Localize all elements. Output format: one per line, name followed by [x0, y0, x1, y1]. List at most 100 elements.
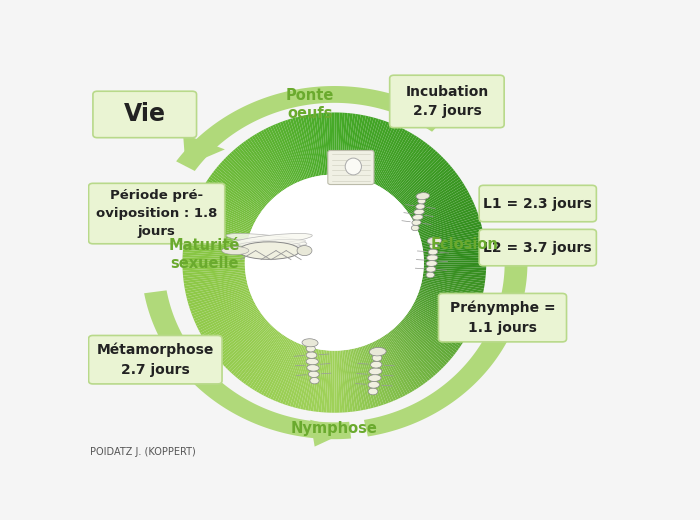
Polygon shape: [409, 310, 462, 346]
Polygon shape: [232, 328, 276, 376]
Polygon shape: [260, 340, 293, 395]
Polygon shape: [190, 211, 250, 234]
Polygon shape: [313, 113, 323, 175]
Polygon shape: [393, 149, 436, 197]
Polygon shape: [353, 116, 368, 177]
Polygon shape: [423, 275, 485, 286]
Polygon shape: [407, 174, 459, 212]
Polygon shape: [362, 346, 384, 406]
Polygon shape: [412, 305, 467, 337]
Polygon shape: [282, 345, 305, 405]
Polygon shape: [416, 297, 474, 323]
Text: Vie: Vie: [124, 102, 166, 126]
Polygon shape: [254, 134, 288, 188]
FancyBboxPatch shape: [89, 184, 225, 244]
Polygon shape: [360, 346, 382, 406]
Polygon shape: [389, 144, 430, 194]
Polygon shape: [387, 333, 426, 384]
Polygon shape: [251, 135, 287, 189]
Polygon shape: [416, 295, 475, 321]
Polygon shape: [189, 289, 249, 309]
Polygon shape: [374, 341, 403, 398]
Text: POIDATZ J. (KOPPERT): POIDATZ J. (KOPPERT): [90, 447, 196, 457]
Polygon shape: [183, 266, 245, 270]
Polygon shape: [419, 211, 478, 234]
Polygon shape: [419, 216, 480, 237]
Polygon shape: [401, 320, 449, 363]
Polygon shape: [220, 162, 268, 205]
Polygon shape: [202, 188, 257, 220]
Polygon shape: [326, 112, 331, 175]
Polygon shape: [392, 329, 434, 378]
Polygon shape: [231, 327, 274, 374]
Polygon shape: [300, 348, 316, 409]
Polygon shape: [405, 170, 456, 210]
Polygon shape: [223, 323, 270, 367]
Polygon shape: [356, 348, 374, 408]
Polygon shape: [384, 138, 421, 190]
Polygon shape: [258, 339, 291, 394]
Polygon shape: [197, 300, 254, 329]
Polygon shape: [189, 216, 249, 237]
Polygon shape: [382, 336, 417, 390]
Polygon shape: [421, 281, 483, 296]
Polygon shape: [421, 282, 482, 299]
Polygon shape: [288, 346, 308, 406]
Polygon shape: [216, 166, 266, 207]
Polygon shape: [398, 157, 444, 201]
Polygon shape: [377, 340, 408, 395]
Polygon shape: [272, 343, 300, 401]
Polygon shape: [374, 127, 403, 184]
Polygon shape: [280, 345, 304, 404]
Polygon shape: [359, 347, 379, 407]
Polygon shape: [370, 343, 396, 401]
Polygon shape: [380, 134, 415, 188]
Polygon shape: [251, 336, 287, 390]
Polygon shape: [378, 339, 410, 394]
Polygon shape: [424, 269, 486, 276]
Ellipse shape: [226, 233, 307, 245]
Polygon shape: [184, 276, 246, 289]
Polygon shape: [416, 202, 474, 228]
Polygon shape: [345, 350, 356, 412]
Polygon shape: [412, 188, 467, 220]
Ellipse shape: [418, 199, 426, 204]
Text: Maturité
sexuelle: Maturité sexuelle: [169, 238, 240, 271]
Polygon shape: [392, 148, 434, 196]
Polygon shape: [311, 114, 322, 176]
Polygon shape: [375, 129, 406, 185]
Polygon shape: [193, 294, 251, 319]
Polygon shape: [370, 124, 396, 182]
Polygon shape: [359, 118, 379, 178]
Text: Eclosion: Eclosion: [430, 237, 498, 252]
Polygon shape: [195, 199, 253, 227]
Polygon shape: [223, 158, 270, 202]
Ellipse shape: [306, 346, 315, 352]
Polygon shape: [423, 237, 484, 249]
Polygon shape: [293, 347, 312, 408]
Polygon shape: [204, 183, 258, 217]
Polygon shape: [410, 309, 463, 344]
Polygon shape: [183, 255, 245, 259]
FancyBboxPatch shape: [390, 75, 504, 128]
Polygon shape: [417, 294, 476, 319]
Polygon shape: [419, 290, 479, 311]
Polygon shape: [186, 229, 247, 244]
Polygon shape: [185, 234, 246, 248]
Polygon shape: [349, 114, 361, 176]
Polygon shape: [412, 190, 468, 221]
Ellipse shape: [297, 245, 312, 256]
Polygon shape: [364, 232, 528, 436]
Polygon shape: [184, 237, 246, 249]
Polygon shape: [285, 120, 307, 179]
Polygon shape: [183, 252, 245, 258]
Polygon shape: [199, 192, 256, 223]
Polygon shape: [418, 209, 477, 232]
Ellipse shape: [368, 388, 378, 395]
Ellipse shape: [345, 158, 361, 175]
Polygon shape: [308, 114, 321, 176]
Polygon shape: [285, 346, 307, 406]
Polygon shape: [395, 326, 440, 372]
Polygon shape: [341, 350, 348, 412]
Ellipse shape: [238, 239, 306, 247]
